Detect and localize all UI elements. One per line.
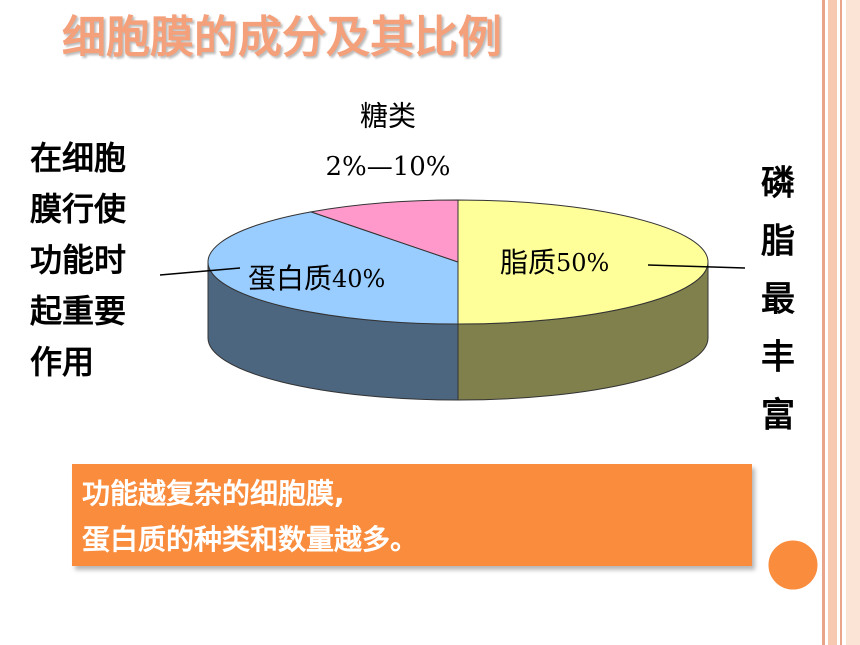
value-label: 2%—10% [325, 152, 450, 182]
slice-label: 蛋白质40% [248, 262, 385, 295]
category-label: 糖类 [360, 100, 416, 133]
decor-circle [765, 537, 821, 593]
right-note: 最 [761, 280, 795, 320]
border-stripe [840, 0, 842, 645]
pie-chart: 脂质50% 蛋白质40% 糖类 2%—10% [207, 100, 709, 401]
leader-line [159, 267, 241, 276]
category-label: 蛋白质 [248, 262, 332, 295]
right-note: 脂 [761, 222, 795, 262]
box-note: 功能越复杂的细胞膜, [82, 477, 345, 510]
slice-label: 脂质50% [500, 246, 609, 279]
left-note: 在细胞 [30, 139, 126, 177]
left-note: 起重要 [30, 292, 126, 330]
category-label: 脂质 [500, 246, 556, 279]
pie-slice [457, 199, 709, 325]
pie-slice [309, 199, 459, 263]
border-stripe [822, 0, 825, 645]
left-note: 膜行使 [30, 190, 127, 228]
right-note: 富 [761, 396, 795, 436]
leader-line [647, 264, 746, 269]
right-note: 丰 [761, 338, 795, 378]
border-stripe [846, 0, 860, 645]
right-note: 磷 [761, 164, 795, 204]
border-stripe [828, 0, 837, 645]
box-note: 蛋白质的种类和数量越多。 [82, 523, 418, 556]
left-note: 作用 [30, 343, 94, 381]
value-label: 50% [556, 249, 609, 277]
value-label: 40% [332, 265, 385, 293]
note-box [72, 464, 752, 566]
left-note: 功能时 [30, 241, 126, 279]
title: 细胞膜的成分及其比例 [62, 12, 502, 63]
pie-slice [207, 211, 459, 325]
